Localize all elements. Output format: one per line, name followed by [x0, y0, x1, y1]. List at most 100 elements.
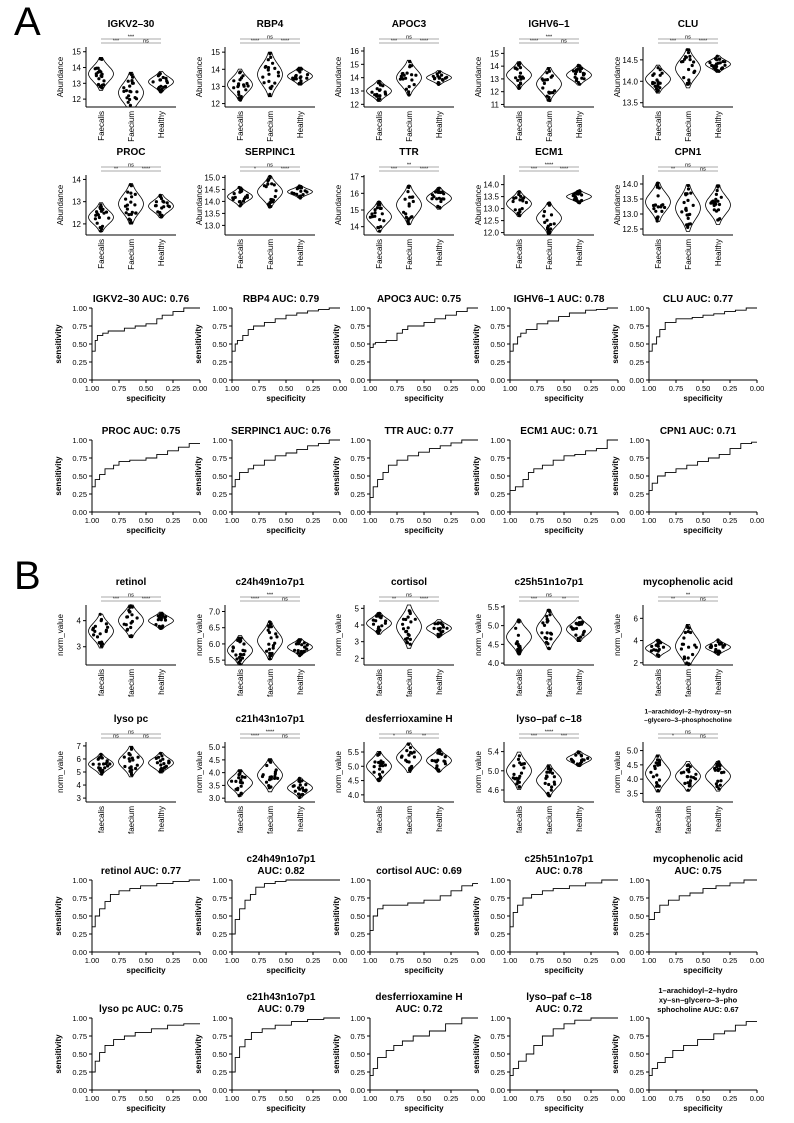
chart-title: APOC3 AUC: 0.75 — [377, 294, 462, 305]
data-point — [404, 758, 408, 762]
data-point — [99, 203, 103, 207]
data-point — [713, 650, 717, 654]
data-point — [232, 79, 236, 83]
y-tick-label: 12 — [490, 88, 499, 97]
data-point — [300, 643, 304, 647]
y-tick-label: 0.50 — [350, 472, 365, 481]
data-point — [682, 76, 686, 80]
data-point — [545, 631, 549, 635]
data-point — [436, 74, 440, 78]
x-tick-label: 0.75 — [390, 384, 405, 393]
data-point — [267, 79, 271, 83]
data-point — [166, 204, 170, 208]
data-point — [125, 615, 129, 619]
data-point — [100, 772, 104, 776]
data-point — [159, 763, 163, 767]
data-point — [155, 761, 159, 765]
data-point — [512, 764, 516, 768]
data-point — [657, 761, 662, 765]
y-axis-label: sensitivity — [332, 896, 341, 936]
violin-shape — [366, 80, 392, 102]
x-tick-label: 1.00 — [85, 956, 100, 965]
x-tick-label: faecalis — [236, 669, 245, 696]
data-point — [270, 198, 274, 202]
x-tick-label: 0.25 — [166, 384, 181, 393]
data-point — [686, 788, 690, 792]
data-point — [96, 82, 101, 87]
data-point — [105, 759, 109, 763]
y-axis-label: norm_value — [56, 751, 65, 793]
data-point — [298, 783, 302, 787]
data-point — [547, 98, 551, 102]
data-point — [274, 189, 278, 193]
y-axis-label: Abundance — [334, 184, 343, 225]
data-point — [545, 71, 549, 75]
data-point — [715, 184, 720, 188]
y-tick-label: 1.00 — [212, 436, 227, 445]
roc-chart-15: PROC AUC: 0.750.001.000.250.750.500.500.… — [54, 426, 207, 535]
data-point — [266, 628, 270, 632]
y-tick-label: 5.0 — [627, 747, 639, 756]
data-point — [291, 784, 295, 788]
data-point — [576, 750, 580, 754]
data-point — [408, 60, 412, 64]
x-tick-label: 0.50 — [696, 1094, 711, 1103]
data-point — [715, 64, 719, 69]
x-tick-label: Faecalis — [515, 111, 524, 141]
data-point — [379, 775, 383, 779]
y-tick-label: 0.75 — [72, 1032, 87, 1041]
data-point — [405, 749, 409, 753]
y-tick-label: 14 — [490, 62, 499, 71]
data-point — [299, 75, 303, 79]
data-point — [130, 613, 134, 617]
data-point — [655, 89, 660, 93]
data-point — [406, 190, 410, 194]
data-point — [412, 750, 416, 754]
data-point — [686, 224, 690, 228]
data-point — [436, 188, 440, 192]
x-tick-label: Faecalis — [375, 111, 384, 141]
data-point — [131, 81, 135, 85]
data-point — [718, 783, 722, 787]
data-point — [106, 764, 110, 768]
data-point — [716, 218, 720, 222]
sig-label: *** — [531, 734, 538, 740]
y-axis-label: sensitivity — [332, 1034, 341, 1074]
x-tick-label: 0.00 — [471, 1094, 486, 1103]
roc-curve — [91, 879, 200, 952]
data-point — [694, 772, 698, 776]
data-point — [401, 617, 406, 621]
data-point — [297, 786, 301, 790]
data-point — [267, 784, 271, 788]
data-point — [686, 213, 690, 217]
sig-label: ns — [700, 167, 706, 173]
violin-shape — [396, 59, 422, 96]
y-tick-label: 0.25 — [629, 1068, 644, 1077]
x-tick-label: 0.75 — [112, 1094, 127, 1103]
data-point — [408, 195, 412, 199]
x-tick-label: 0.50 — [417, 956, 432, 965]
data-point — [575, 77, 579, 81]
y-tick-label: 5.0 — [488, 622, 500, 631]
data-point — [378, 218, 382, 222]
roc-chart-12: APOC3 AUC: 0.750.001.000.250.750.500.500… — [332, 294, 485, 403]
y-tick-label: 5.4 — [488, 748, 500, 757]
data-point — [718, 763, 722, 767]
y-axis-label: sensitivity — [472, 324, 481, 364]
data-point — [401, 627, 406, 631]
y-axis-label: sensitivity — [332, 324, 341, 364]
roc-curve — [369, 439, 478, 512]
data-point — [162, 200, 166, 204]
y-tick-label: 0.50 — [629, 472, 644, 481]
violin-shape — [426, 187, 452, 210]
data-point — [574, 633, 578, 637]
data-point — [164, 76, 168, 80]
data-point — [574, 68, 579, 72]
y-tick-label: 1.00 — [629, 1014, 644, 1023]
data-point — [128, 634, 132, 638]
violin-shape — [257, 51, 283, 98]
y-tick-label: 1.00 — [629, 876, 644, 885]
y-tick-label: 0.50 — [72, 912, 87, 921]
data-point — [238, 204, 242, 208]
